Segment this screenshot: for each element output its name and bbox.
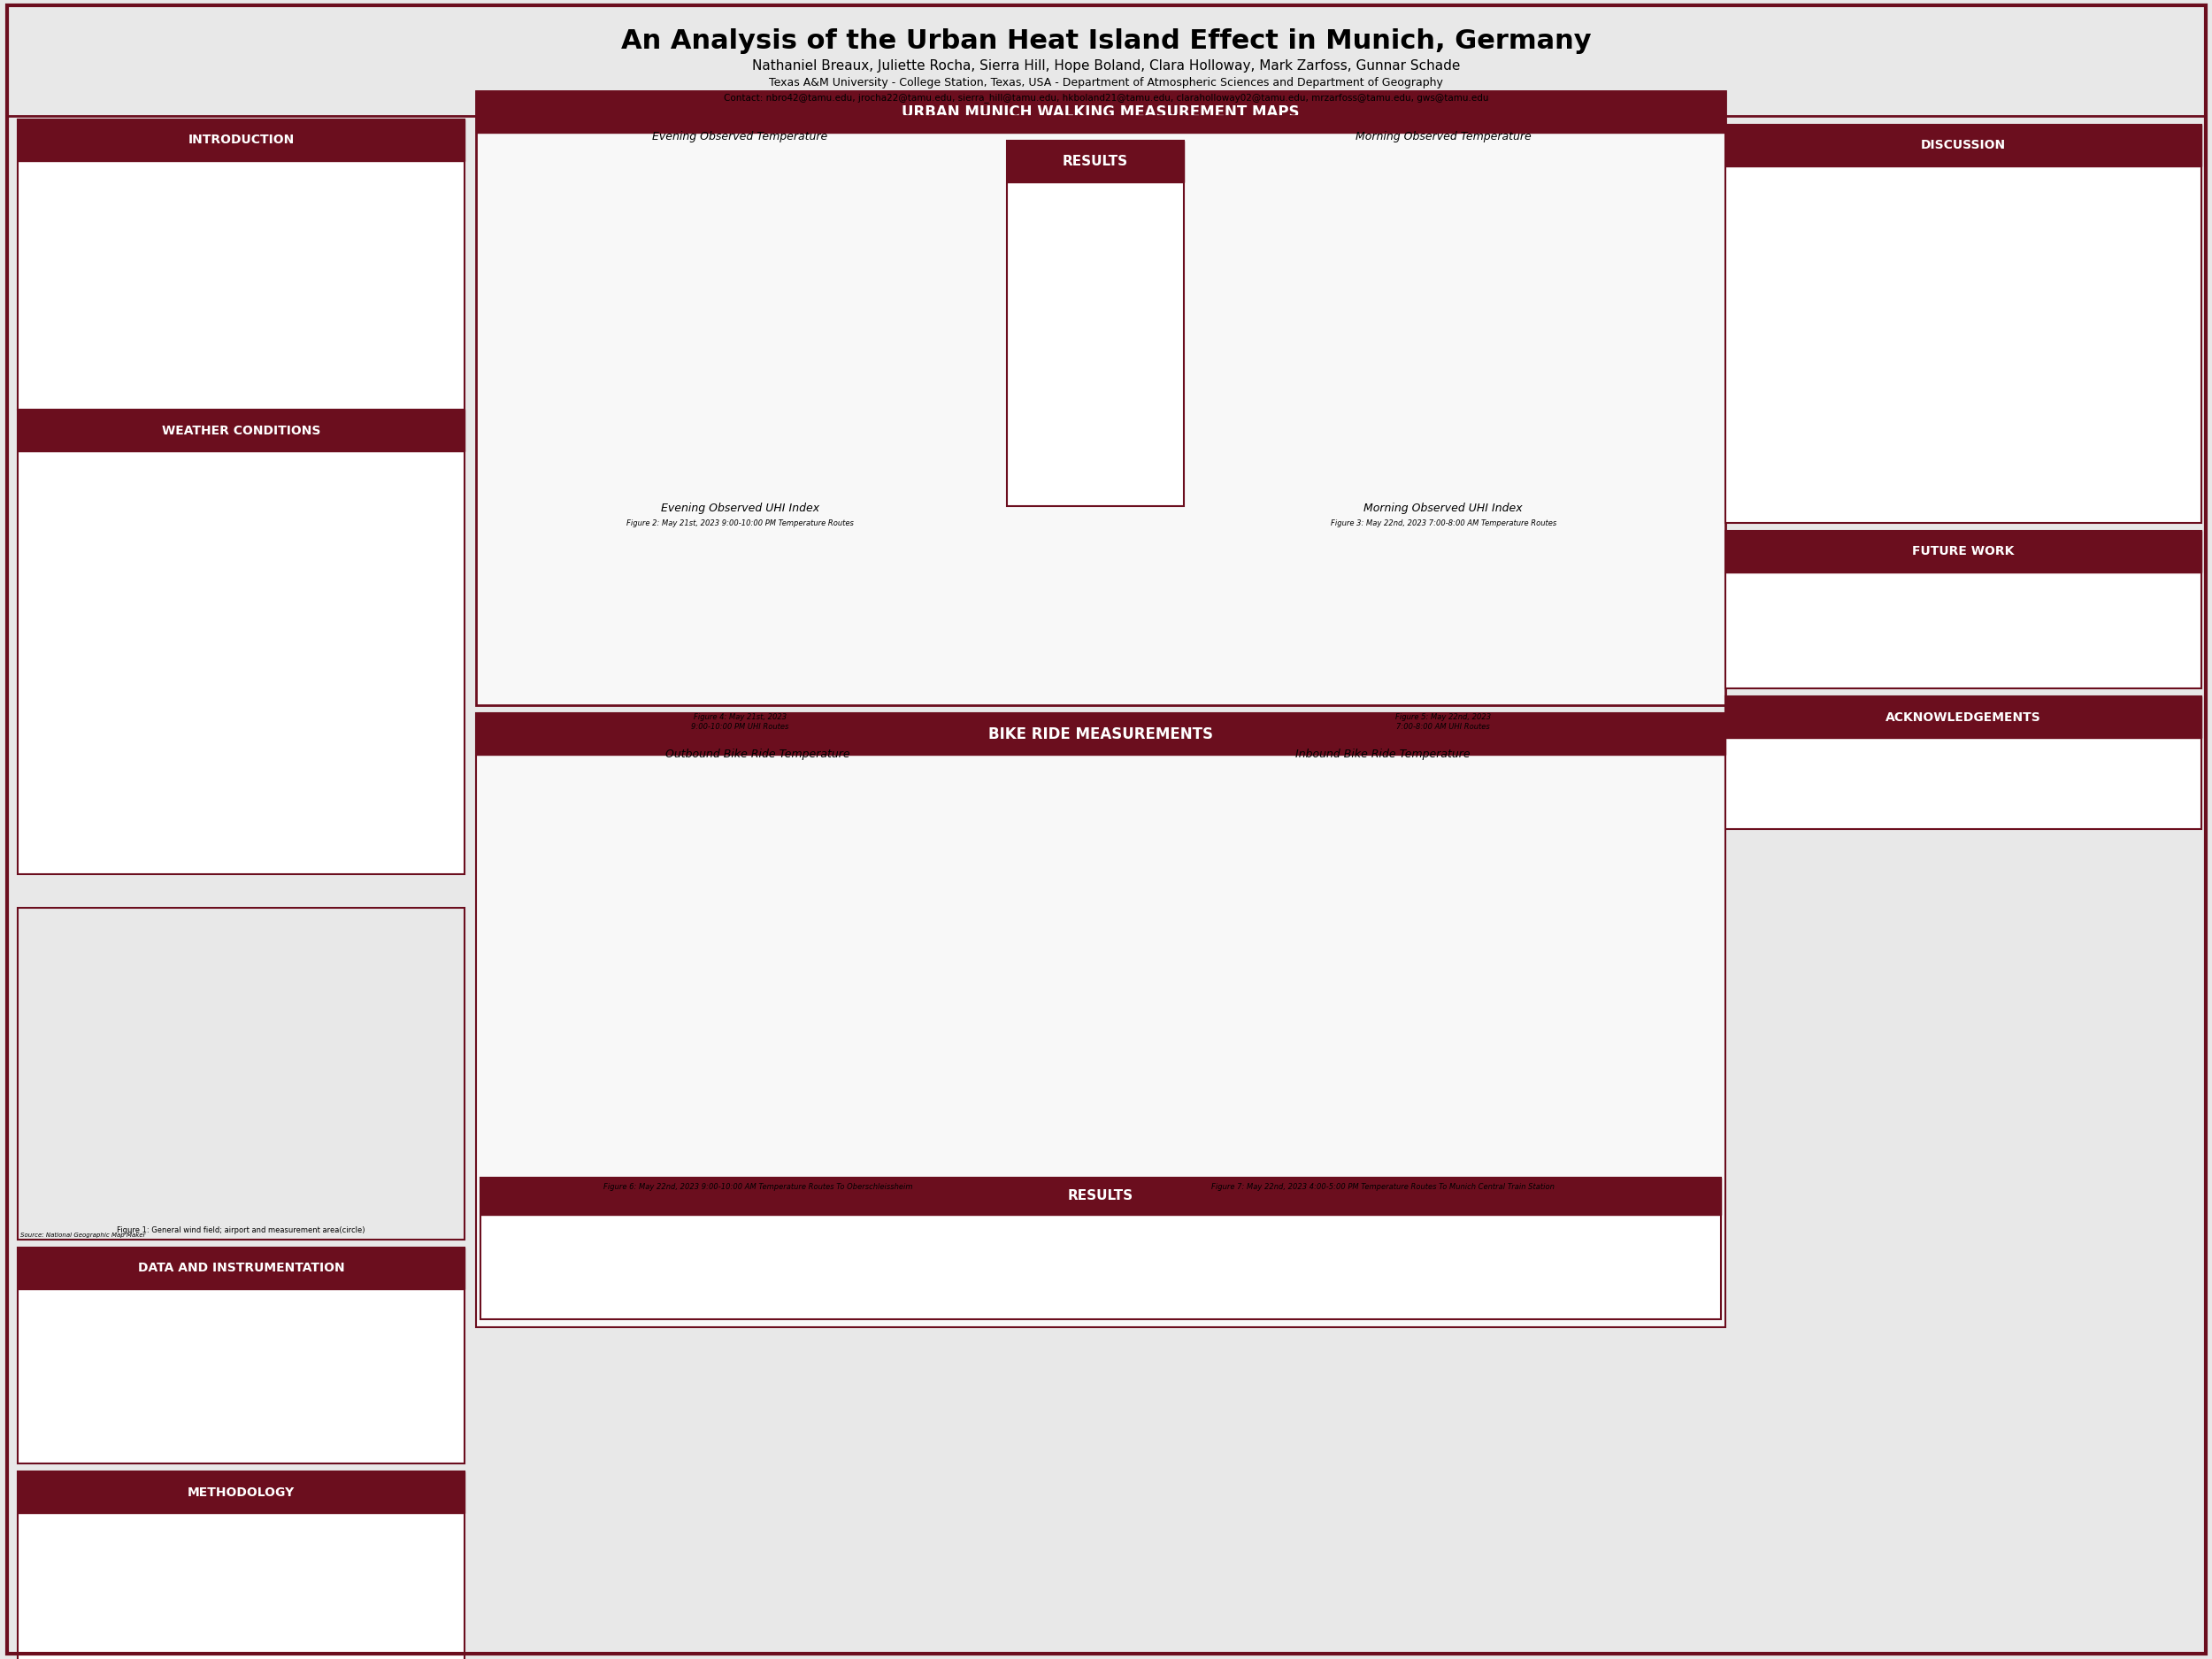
Text: • Urban Heat Island (UHI) effect is the temperature
  difference from urban area: • Urban Heat Island (UHI) effect is the …	[31, 168, 288, 269]
Text: ACKNOWLEDGEMENTS: ACKNOWLEDGEMENTS	[1885, 712, 2042, 723]
Text: Morning Observed Temperature: Morning Observed Temperature	[1356, 131, 1531, 143]
Text: DISCUSSION: DISCUSSION	[1920, 139, 2006, 151]
Text: Figure 2: May 21st, 2023 9:00-10:00 PM Temperature Routes: Figure 2: May 21st, 2023 9:00-10:00 PM T…	[626, 519, 854, 528]
Text: • Air temperature measurements were recorded walking
  selected routes twice wit: • Air temperature measurements were reco…	[31, 1520, 281, 1631]
Text: An Analysis of the Urban Heat Island Effect in Munich, Germany: An Analysis of the Urban Heat Island Eff…	[622, 28, 1590, 55]
Text: Figure 3: May 22nd, 2023 7:00-8:00 AM Temperature Routes: Figure 3: May 22nd, 2023 7:00-8:00 AM Te…	[1329, 519, 1557, 528]
Text: • The temperature gradient is expanded by
  locations such as the English Garden: • The temperature gradient is expanded b…	[1745, 176, 1947, 309]
Text: Instruments:
• Kestrel D3 Fire Sondes
   ○ Temperature Recordings in Degrees
   : Instruments: • Kestrel D3 Fire Sondes ○ …	[31, 1294, 254, 1365]
Text: Evening Observed Temperature: Evening Observed Temperature	[653, 131, 827, 143]
Text: Inbound Bike Ride Temperature: Inbound Bike Ride Temperature	[1294, 748, 1471, 760]
Text: ĀT̄M̄: ĀT̄M̄	[1610, 790, 1641, 803]
Title: Temperature
°C: Temperature °C	[945, 166, 984, 178]
Text: Nathaniel Breaux, Juliette Rocha, Sierra Hill, Hope Boland, Clara Holloway, Mark: Nathaniel Breaux, Juliette Rocha, Sierra…	[752, 60, 1460, 73]
Text: ĀT̄M̄: ĀT̄M̄	[956, 544, 989, 557]
Text: ĀT̄M̄: ĀT̄M̄	[1659, 173, 1692, 186]
Text: Special thanks to the Deutscher Wetterdienst (DWD) for met-station data for comp: Special thanks to the Deutscher Wetterdi…	[1745, 742, 2194, 760]
Title: Temperature
°C: Temperature °C	[973, 783, 1013, 795]
Text: RESULTS: RESULTS	[1062, 156, 1128, 169]
Text: Figure 7: May 22nd, 2023 4:00-5:00 PM Temperature Routes To Munich Central Train: Figure 7: May 22nd, 2023 4:00-5:00 PM Te…	[1210, 1183, 1555, 1191]
Text: WEATHER CONDITIONS: WEATHER CONDITIONS	[161, 425, 321, 436]
Title: UHI Index
°C: UHI Index °C	[949, 521, 980, 533]
Text: RESULTS: RESULTS	[1068, 1190, 1133, 1203]
Text: Figure 1: General wind field; airport and measurement area(circle): Figure 1: General wind field; airport an…	[117, 1226, 365, 1234]
Text: Morning Observed UHI Index: Morning Observed UHI Index	[1365, 503, 1522, 514]
Text: Source: National Geographic Map Maker: Source: National Geographic Map Maker	[20, 1233, 146, 1238]
Text: METHODOLOGY: METHODOLOGY	[188, 1486, 294, 1498]
Text: Figure 4: May 21st, 2023
9:00-10:00 PM UHI Routes: Figure 4: May 21st, 2023 9:00-10:00 PM U…	[690, 713, 790, 730]
Text: Contact: nbro42@tamu.edu, jrocha22@tamu.edu, sierra_hill@tamu.edu, hkboland21@ta: Contact: nbro42@tamu.edu, jrocha22@tamu.…	[723, 93, 1489, 103]
Title: UHI Index
°C: UHI Index °C	[1652, 521, 1683, 533]
Text: INTRODUCTION: INTRODUCTION	[188, 134, 294, 146]
Text: Figure 5: May 22nd, 2023
7:00-8:00 AM UHI Routes: Figure 5: May 22nd, 2023 7:00-8:00 AM UH…	[1396, 713, 1491, 730]
Text: BIKE RIDE MEASUREMENTS: BIKE RIDE MEASUREMENTS	[989, 727, 1212, 742]
Text: Outbound Bike Ride Temperature: Outbound Bike Ride Temperature	[666, 748, 849, 760]
Title: Temperature
°C: Temperature °C	[1648, 166, 1688, 178]
Text: FUTURE WORK: FUTURE WORK	[1911, 546, 2015, 557]
Text: ĀT̄M̄: ĀT̄M̄	[984, 790, 1018, 803]
Title: Temperature
°C: Temperature °C	[1599, 783, 1637, 795]
Text: Further research will likely investigate the role of the sky-view factor, as wel: Further research will likely investigate…	[1745, 576, 2181, 596]
Text: ĀT̄M̄: ĀT̄M̄	[956, 173, 989, 186]
Text: DATA AND INSTRUMENTATION: DATA AND INSTRUMENTATION	[137, 1262, 345, 1274]
Text: ĀT̄M̄: ĀT̄M̄	[42, 40, 104, 66]
Text: • Kestrel sondes compared with DWD
  temperature data to check accuracy (max.
  : • Kestrel sondes compared with DWD tempe…	[1018, 189, 1223, 393]
Text: ○: ○	[230, 1082, 252, 1105]
Text: • Synoptic high pressure was centered in the Atlantic just
  south of the Icelan: • Synoptic high pressure was centered in…	[31, 460, 285, 592]
Text: ĀT̄M̄: ĀT̄M̄	[1659, 544, 1692, 557]
Text: Evening Observed UHI Index: Evening Observed UHI Index	[661, 503, 818, 514]
Text: Figure 6: May 22nd, 2023 9:00-10:00 AM Temperature Routes To Oberschleissheim: Figure 6: May 22nd, 2023 9:00-10:00 AM T…	[604, 1183, 911, 1191]
Text: URBAN MUNICH WALKING MEASUREMENT MAPS: URBAN MUNICH WALKING MEASUREMENT MAPS	[902, 105, 1298, 119]
Text: • The morning bike ride, from Munich Central Train Station to Oberschleissheim, : • The morning bike ride, from Munich Cen…	[500, 1218, 1097, 1258]
Text: Texas A&M University - College Station, Texas, USA - Department of Atmospheric S: Texas A&M University - College Station, …	[770, 78, 1442, 88]
